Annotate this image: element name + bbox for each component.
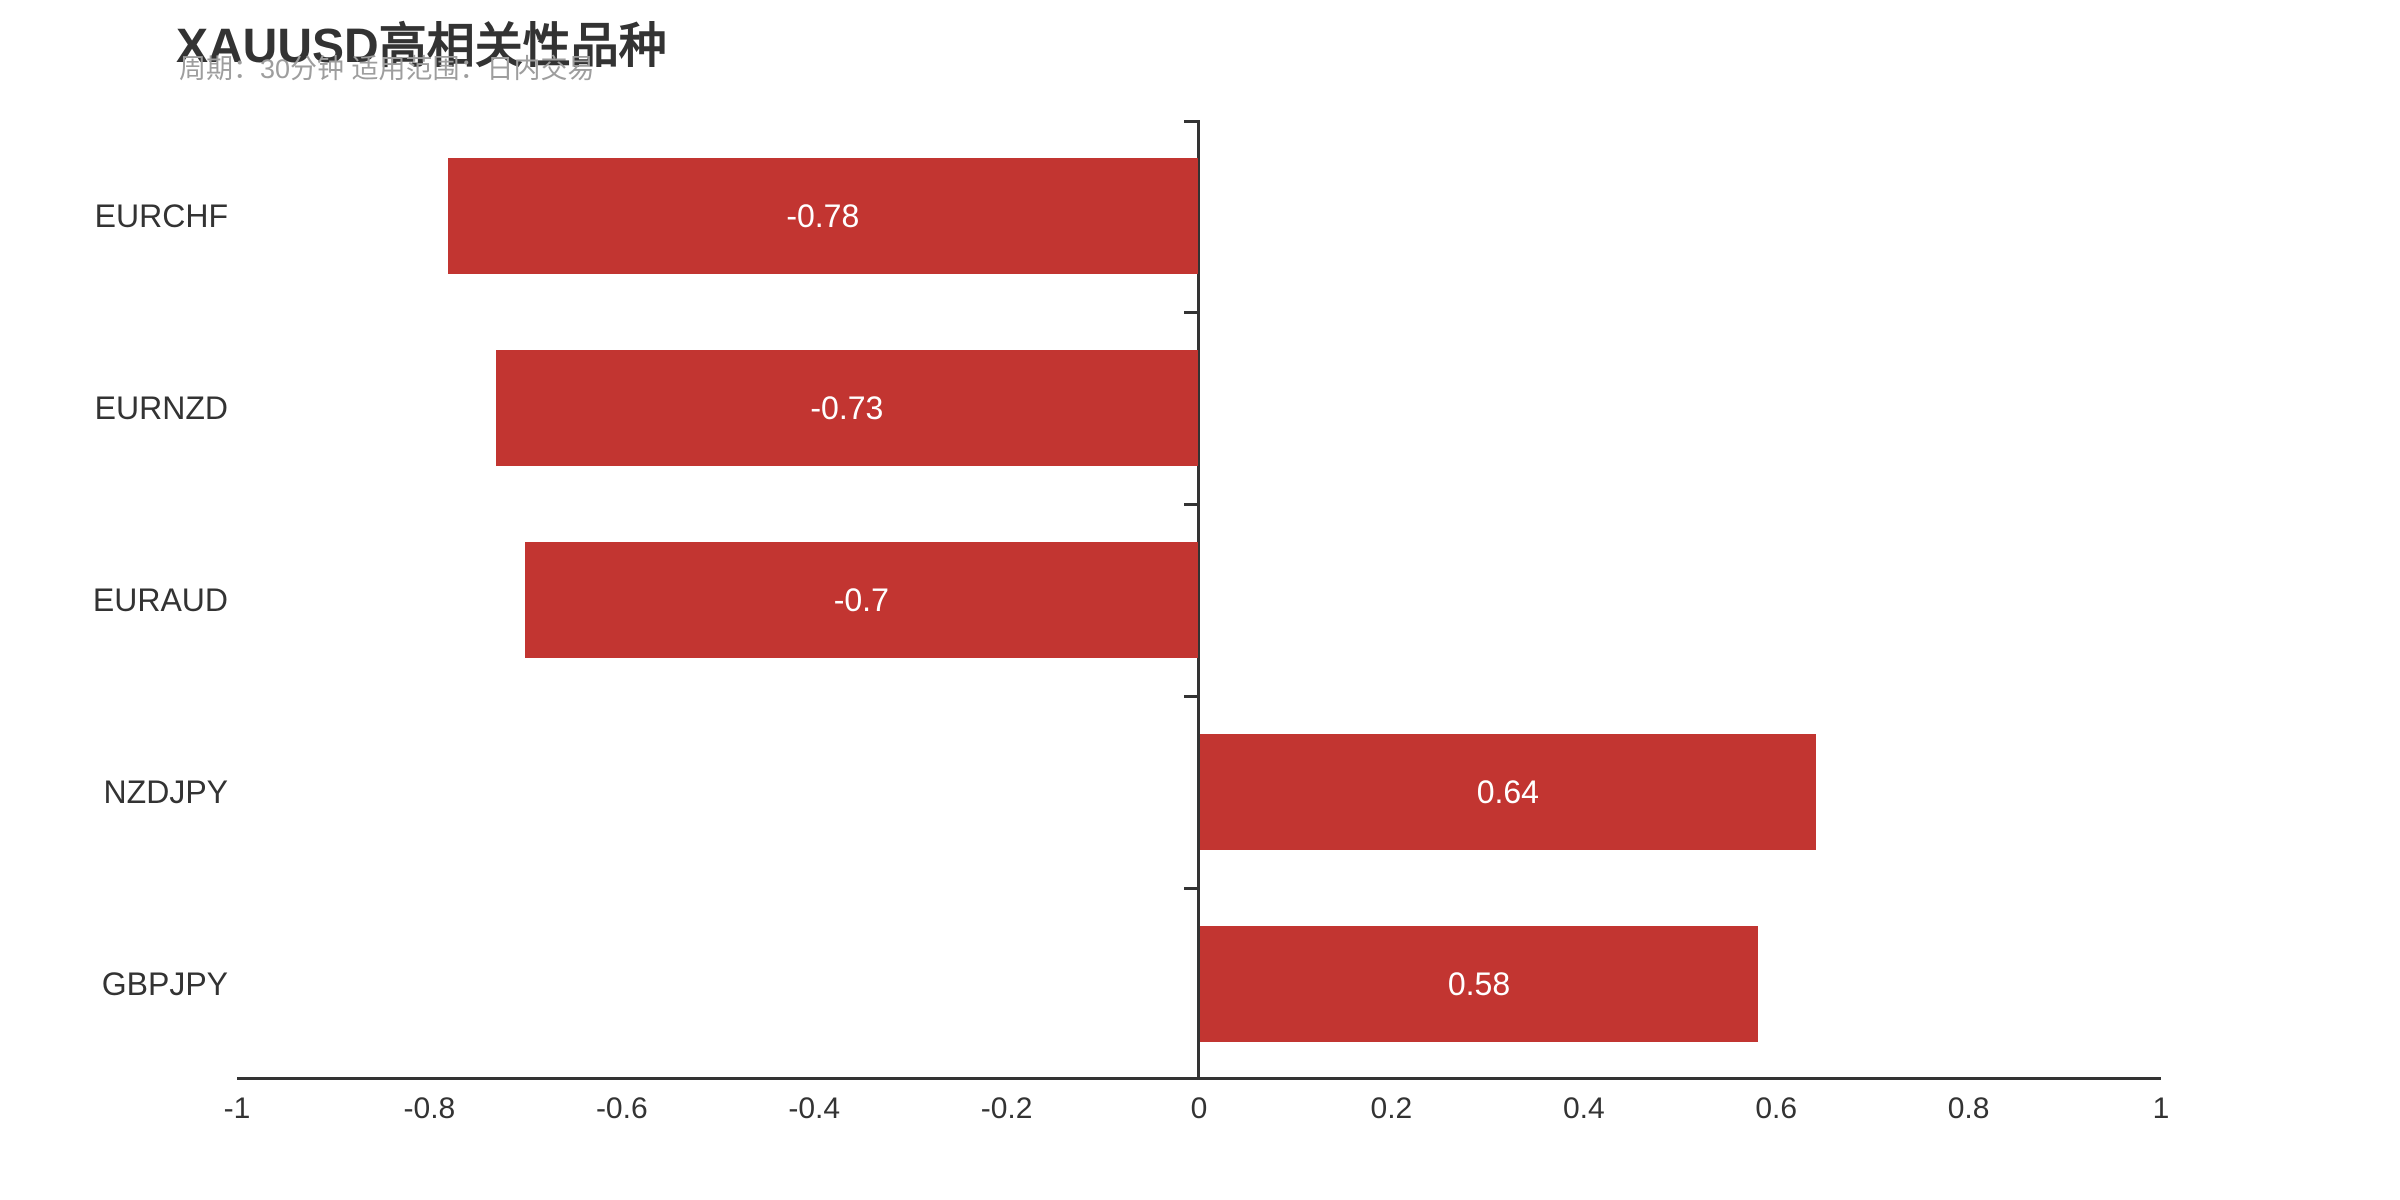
y-axis-label-GBPJPY: GBPJPY [101,965,228,1002]
bar-EURNZD[interactable]: -0.73 [495,350,1198,466]
y-axis-label-EURAUD: EURAUD [92,581,228,618]
bar-EURCHF[interactable]: -0.78 [447,158,1198,274]
plot-area: -0.78 -0.73 -0.7 0.64 0.58 [237,120,2161,1080]
category-axis-tick [1184,694,1198,698]
bar-GBPJPY[interactable]: 0.58 [1200,926,1758,1042]
category-axis-tick [1184,502,1198,506]
bar-value-label: -0.78 [786,197,860,234]
x-axis-tick-label--0.4: -0.4 [788,1092,841,1125]
bar-value-label: 0.58 [1447,965,1511,1002]
y-axis-label-EURCHF: EURCHF [94,197,228,234]
x-axis-tick-label--0.2: -0.2 [980,1092,1033,1125]
x-axis-tick-label-1: 1 [2152,1092,2170,1125]
category-axis-line [1197,120,1200,1080]
category-axis-tick [1184,310,1198,314]
chart-subtitle: 周期：30分钟 适用范围：日内交易 [179,54,595,84]
bar-value-label: 0.64 [1476,773,1539,810]
x-axis-tick-label-0: 0 [1190,1092,1208,1125]
x-axis-tick-label-0.8: 0.8 [1947,1092,1990,1125]
x-axis-tick-label--1: -1 [223,1092,251,1125]
y-axis-label-EURNZD: EURNZD [94,389,228,426]
bar-value-label: -0.7 [833,581,889,618]
category-axis-tick [1184,886,1198,890]
bar-value-label: -0.73 [810,389,884,426]
x-axis-tick-label--0.6: -0.6 [595,1092,648,1125]
x-axis-tick-label--0.8: -0.8 [403,1092,456,1125]
x-axis-tick-label-0.4: 0.4 [1562,1092,1605,1125]
y-axis-label-NZDJPY: NZDJPY [103,773,228,810]
bar-NZDJPY[interactable]: 0.64 [1200,734,1816,850]
x-axis-tick-label-0.6: 0.6 [1755,1092,1798,1125]
x-axis-tick-label-0.2: 0.2 [1370,1092,1413,1125]
category-axis-tick [1184,120,1198,123]
chart-title: XAUUSD高相关性品种 [176,20,667,73]
bar-EURAUD[interactable]: -0.7 [524,542,1198,658]
